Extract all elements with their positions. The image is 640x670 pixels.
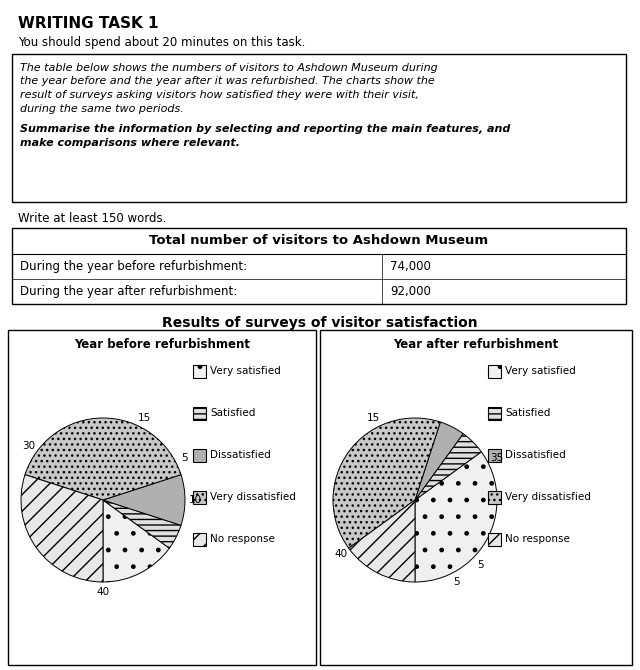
Text: 5: 5 xyxy=(182,453,188,463)
Bar xyxy=(193,449,206,462)
Text: Summarise the information by selecting and reporting the main features, and: Summarise the information by selecting a… xyxy=(20,124,510,134)
Text: 40: 40 xyxy=(97,587,109,597)
Text: Results of surveys of visitor satisfaction: Results of surveys of visitor satisfacti… xyxy=(162,316,478,330)
Wedge shape xyxy=(103,500,170,582)
Bar xyxy=(12,54,626,202)
Text: during the same two periods.: during the same two periods. xyxy=(20,103,184,113)
Text: Very dissatisfied: Very dissatisfied xyxy=(210,492,296,502)
Text: 40: 40 xyxy=(334,549,347,559)
Text: 92,000: 92,000 xyxy=(390,285,431,298)
Text: 35: 35 xyxy=(490,453,504,463)
Text: Very satisfied: Very satisfied xyxy=(505,366,576,377)
Bar xyxy=(8,330,316,665)
Bar xyxy=(488,533,501,546)
Wedge shape xyxy=(415,422,463,500)
Bar xyxy=(488,449,501,462)
Bar xyxy=(193,533,206,546)
Text: During the year before refurbishment:: During the year before refurbishment: xyxy=(20,260,247,273)
Text: 15: 15 xyxy=(138,413,152,423)
Text: The table below shows the numbers of visitors to Ashdown Museum during: The table below shows the numbers of vis… xyxy=(20,63,438,73)
Bar xyxy=(12,228,626,304)
Wedge shape xyxy=(103,500,181,548)
Text: WRITING TASK 1: WRITING TASK 1 xyxy=(18,16,159,31)
Text: make comparisons where relevant.: make comparisons where relevant. xyxy=(20,137,240,147)
Text: Satisfied: Satisfied xyxy=(210,409,255,419)
Text: Very satisfied: Very satisfied xyxy=(210,366,281,377)
Wedge shape xyxy=(415,433,481,500)
Text: Dissatisfied: Dissatisfied xyxy=(210,450,271,460)
Text: Year after refurbishment: Year after refurbishment xyxy=(394,338,559,351)
Text: Year before refurbishment: Year before refurbishment xyxy=(74,338,250,351)
Text: 5: 5 xyxy=(477,560,483,570)
Text: Total number of visitors to Ashdown Museum: Total number of visitors to Ashdown Muse… xyxy=(149,234,488,247)
Text: No response: No response xyxy=(210,535,275,545)
Bar xyxy=(488,491,501,504)
Bar xyxy=(320,330,632,665)
Text: 10: 10 xyxy=(188,495,202,505)
Text: 30: 30 xyxy=(22,441,35,451)
Wedge shape xyxy=(349,500,415,582)
Text: During the year after refurbishment:: During the year after refurbishment: xyxy=(20,285,237,298)
Text: 5: 5 xyxy=(454,577,460,587)
Wedge shape xyxy=(21,474,103,582)
Wedge shape xyxy=(333,418,440,548)
Bar xyxy=(193,491,206,504)
Text: Very dissatisfied: Very dissatisfied xyxy=(505,492,591,502)
Wedge shape xyxy=(25,418,181,500)
Bar xyxy=(488,407,501,420)
Wedge shape xyxy=(103,474,185,525)
Text: Write at least 150 words.: Write at least 150 words. xyxy=(18,212,166,225)
Bar xyxy=(193,407,206,420)
Text: Dissatisfied: Dissatisfied xyxy=(505,450,566,460)
Bar xyxy=(488,365,501,378)
Bar xyxy=(193,365,206,378)
Text: 15: 15 xyxy=(367,413,380,423)
Text: the year before and the year after it was refurbished. The charts show the: the year before and the year after it wa… xyxy=(20,76,435,86)
Text: 74,000: 74,000 xyxy=(390,260,431,273)
Wedge shape xyxy=(415,452,497,582)
Text: No response: No response xyxy=(505,535,570,545)
Text: result of surveys asking visitors how satisfied they were with their visit,: result of surveys asking visitors how sa… xyxy=(20,90,419,100)
Text: You should spend about 20 minutes on this task.: You should spend about 20 minutes on thi… xyxy=(18,36,305,49)
Text: Satisfied: Satisfied xyxy=(505,409,550,419)
